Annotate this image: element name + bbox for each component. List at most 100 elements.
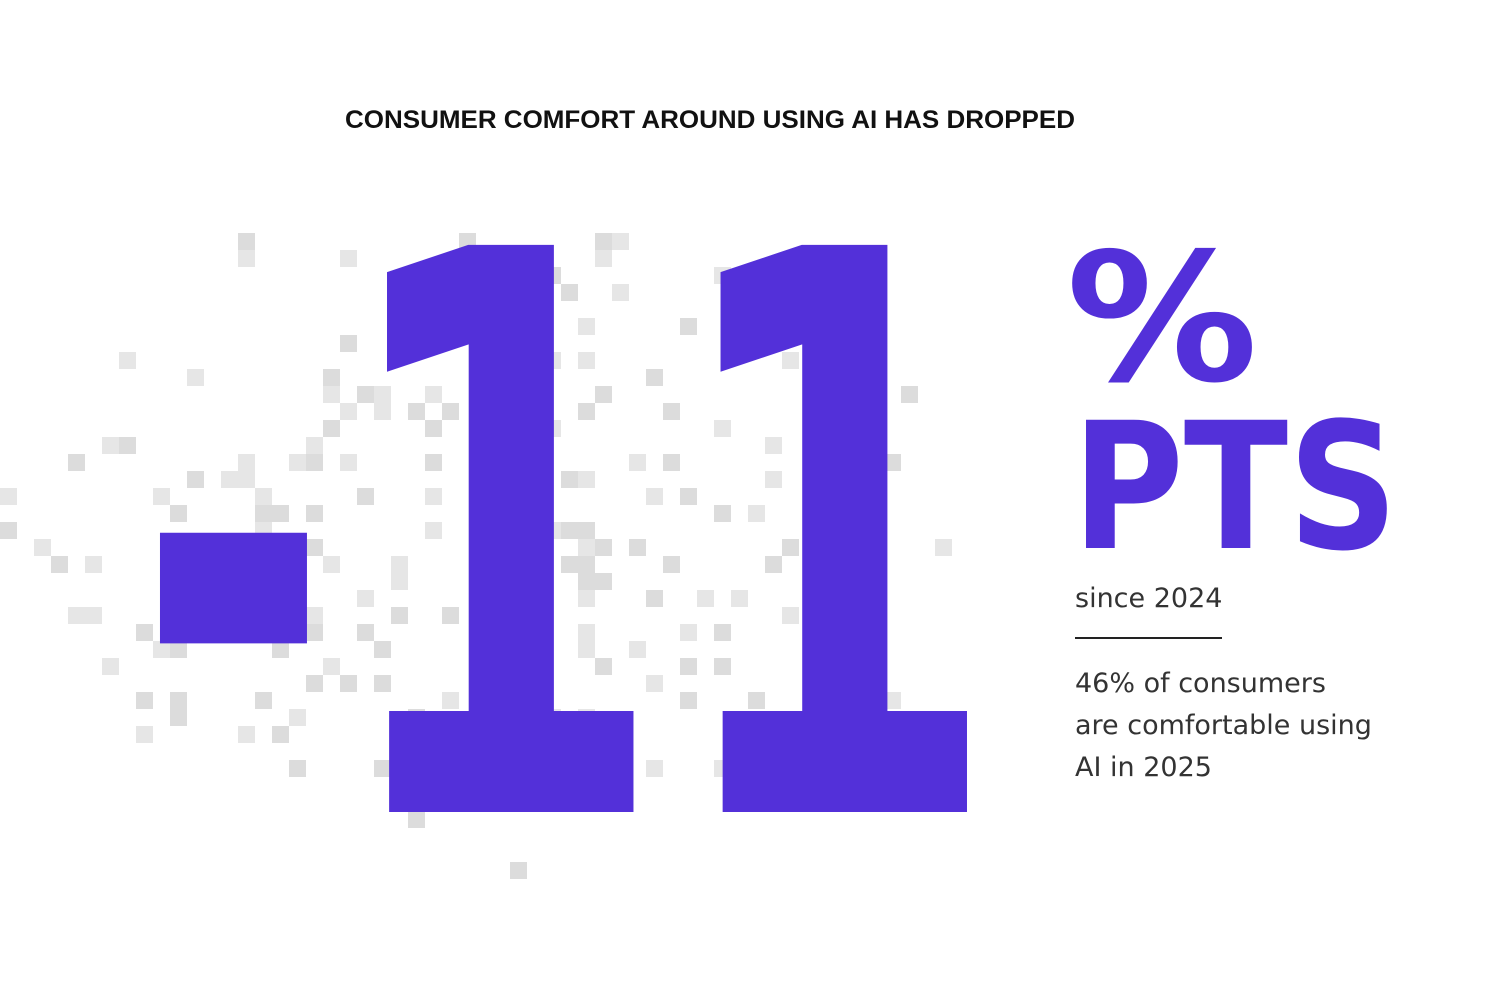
pixel (425, 386, 442, 403)
pixel (680, 658, 697, 675)
pixel (578, 709, 595, 726)
pixel (578, 318, 595, 335)
pixel (136, 624, 153, 641)
pixel (833, 709, 850, 726)
pixel (374, 403, 391, 420)
pixel (510, 726, 527, 743)
big-number: -11 (134, 91, 1000, 996)
pixel (442, 760, 459, 777)
pixel (561, 556, 578, 573)
pixel (544, 267, 561, 284)
pixel (714, 505, 731, 522)
pixel (527, 675, 544, 692)
pixel (544, 420, 561, 437)
pixel (884, 454, 901, 471)
pixel (629, 539, 646, 556)
pixel (476, 590, 493, 607)
pixel (595, 250, 612, 267)
pixel (357, 624, 374, 641)
pixel (238, 454, 255, 471)
pixel (748, 505, 765, 522)
pixel (510, 675, 527, 692)
pixel (391, 556, 408, 573)
pixel (510, 607, 527, 624)
pixel (510, 862, 527, 879)
pixel (187, 471, 204, 488)
pixel (187, 369, 204, 386)
pixel (629, 454, 646, 471)
pixel (340, 335, 357, 352)
pixel (561, 522, 578, 539)
pixel (459, 318, 476, 335)
pixel (459, 233, 476, 250)
pixel (289, 590, 306, 607)
pixel (527, 590, 544, 607)
pixel (714, 624, 731, 641)
pixel (578, 403, 595, 420)
pixel (867, 335, 884, 352)
pixel (561, 471, 578, 488)
pixel (391, 318, 408, 335)
pixel (714, 267, 731, 284)
pixel (578, 573, 595, 590)
pixel (306, 454, 323, 471)
pixel (357, 590, 374, 607)
pixel (357, 386, 374, 403)
pixel (493, 590, 510, 607)
pixel (340, 675, 357, 692)
pixel (255, 522, 272, 539)
pixel (255, 573, 272, 590)
pixel (0, 488, 17, 505)
pixel (663, 556, 680, 573)
pixel (476, 488, 493, 505)
title: CONSUMER COMFORT AROUND USING AI HAS DRO… (345, 106, 1075, 134)
pixel (935, 539, 952, 556)
pixel (544, 352, 561, 369)
pixel (527, 760, 544, 777)
pixel (221, 471, 238, 488)
pixel (425, 488, 442, 505)
pixel (833, 352, 850, 369)
pixel (510, 352, 527, 369)
pixel (170, 692, 187, 709)
pixel (595, 386, 612, 403)
pixel (306, 539, 323, 556)
pixel (340, 454, 357, 471)
pixel (323, 386, 340, 403)
pixel (578, 539, 595, 556)
pixel (646, 675, 663, 692)
pixel (765, 471, 782, 488)
pixel (595, 539, 612, 556)
pixel (476, 573, 493, 590)
pixel (544, 522, 561, 539)
pixel (170, 505, 187, 522)
pixel (714, 420, 731, 437)
pixel (238, 471, 255, 488)
pixel (102, 658, 119, 675)
pixel (765, 556, 782, 573)
pixel (663, 403, 680, 420)
pixel (493, 471, 510, 488)
pixel (289, 709, 306, 726)
pixel (119, 352, 136, 369)
pixel (323, 658, 340, 675)
pixel (408, 709, 425, 726)
pixel (782, 539, 799, 556)
pixel (646, 590, 663, 607)
pixel (714, 760, 731, 777)
pixel (493, 539, 510, 556)
pixel (136, 692, 153, 709)
pixel (680, 488, 697, 505)
pixel (153, 641, 170, 658)
pixel (306, 437, 323, 454)
pixel (272, 641, 289, 658)
pixel (306, 607, 323, 624)
pixel (867, 624, 884, 641)
pixel-pattern (0, 233, 952, 879)
pixel (425, 522, 442, 539)
pixel (408, 811, 425, 828)
pixel (153, 488, 170, 505)
pixel (425, 454, 442, 471)
